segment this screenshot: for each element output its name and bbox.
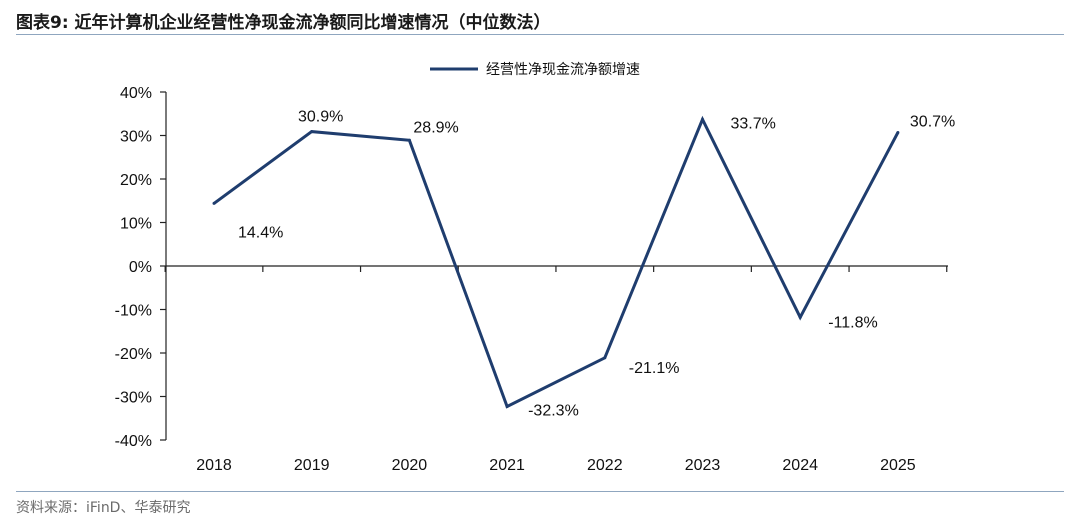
data-point — [603, 356, 607, 360]
data-point — [310, 130, 314, 134]
legend-label: 经营性净现金流净额增速 — [486, 62, 640, 78]
data-point — [701, 117, 704, 121]
y-tick-label: -10% — [115, 303, 152, 320]
series-line — [213, 115, 900, 409]
data-label: -21.1% — [629, 360, 680, 377]
series-layer — [212, 115, 900, 409]
data-label: 30.7% — [910, 113, 955, 130]
y-tick-label: 0% — [129, 259, 152, 276]
y-tick-label: 30% — [120, 129, 152, 146]
data-point — [407, 138, 411, 142]
x-tick-label: 2022 — [587, 457, 623, 474]
data-point — [896, 130, 900, 134]
footer-divider — [16, 491, 1064, 492]
data-label: 14.4% — [238, 224, 283, 241]
x-tick-label: 2018 — [196, 457, 232, 474]
y-tick-label: 40% — [120, 85, 152, 102]
x-tick-label: 2023 — [685, 457, 721, 474]
x-axis: 2018 2019 2020 2021 2022 2023 2024 2025 — [164, 265, 948, 474]
data-label-layer: 14.4% 30.9% 28.9% -32.3% -21.1% 33.7% -11.8% 30… — [238, 109, 955, 420]
y-tick-label: 20% — [120, 172, 152, 189]
y-tick-label: -20% — [115, 346, 152, 363]
data-point — [505, 405, 509, 409]
y-tick-label: -40% — [115, 433, 152, 450]
source-note: 资料来源：iFinD、华泰研究 — [16, 500, 191, 516]
figure-title: 图表9: 近年计算机企业经营性净现金流净额同比增速情况（中位数法） — [16, 13, 551, 33]
data-label: -32.3% — [528, 403, 579, 420]
x-tick-label: 2024 — [782, 457, 818, 474]
chart-legend: 经营性净现金流净额增速 — [430, 62, 640, 78]
data-label: 28.9% — [413, 119, 458, 136]
data-point — [798, 315, 802, 319]
x-tick-label: 2025 — [880, 457, 916, 474]
y-axis: -40% -30% -20% -10% 0% 10% 20% 30% 40% — [115, 85, 167, 450]
y-tick-label: 10% — [120, 216, 152, 233]
x-tick-label: 2020 — [392, 457, 428, 474]
x-tick-label: 2019 — [294, 457, 330, 474]
y-tick-label: -30% — [115, 390, 152, 407]
x-tick-label: 2021 — [489, 457, 525, 474]
data-point — [212, 201, 216, 205]
data-label: 33.7% — [731, 115, 776, 132]
title-divider — [16, 34, 1064, 35]
data-label: 30.9% — [298, 109, 343, 126]
data-label: -11.8% — [828, 314, 878, 331]
